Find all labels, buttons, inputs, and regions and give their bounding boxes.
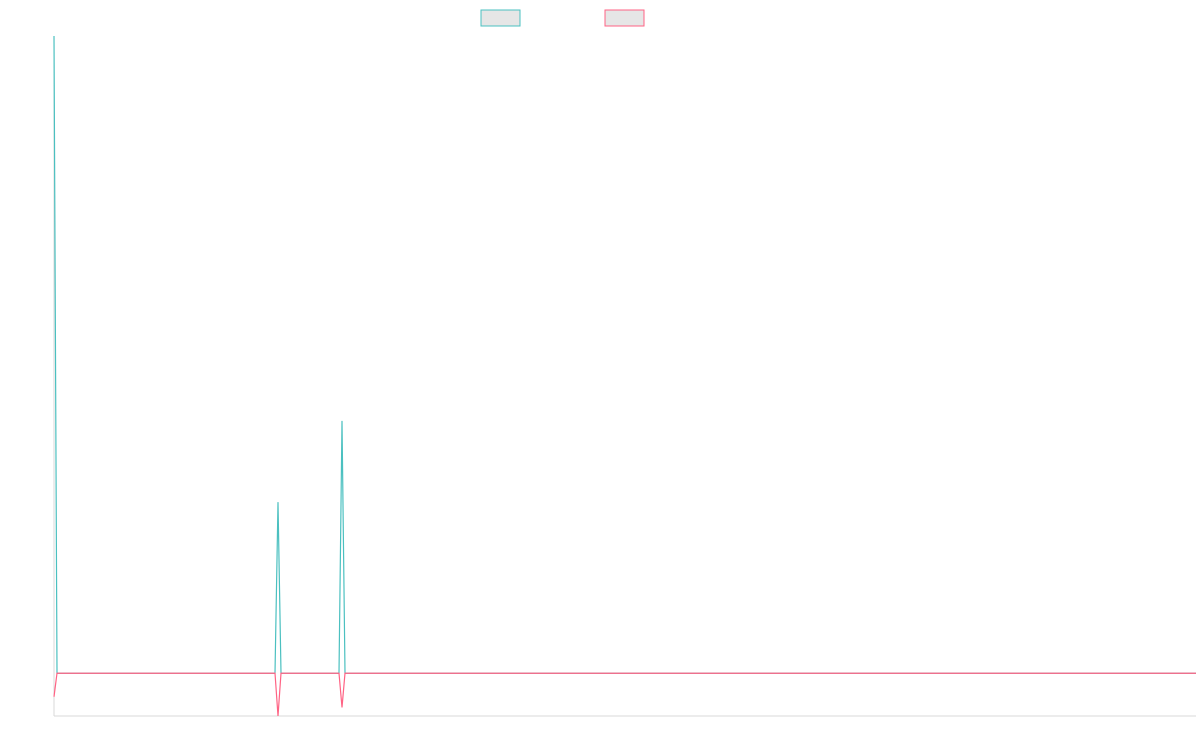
series-line-1 [53, 35, 1196, 674]
legend-swatch-series-2[interactable] [604, 9, 645, 27]
axes [53, 36, 1196, 717]
legend [480, 9, 645, 27]
plot-area [53, 35, 1196, 717]
series-line-2 [53, 672, 1196, 717]
legend-swatch-series-1[interactable] [480, 9, 521, 27]
